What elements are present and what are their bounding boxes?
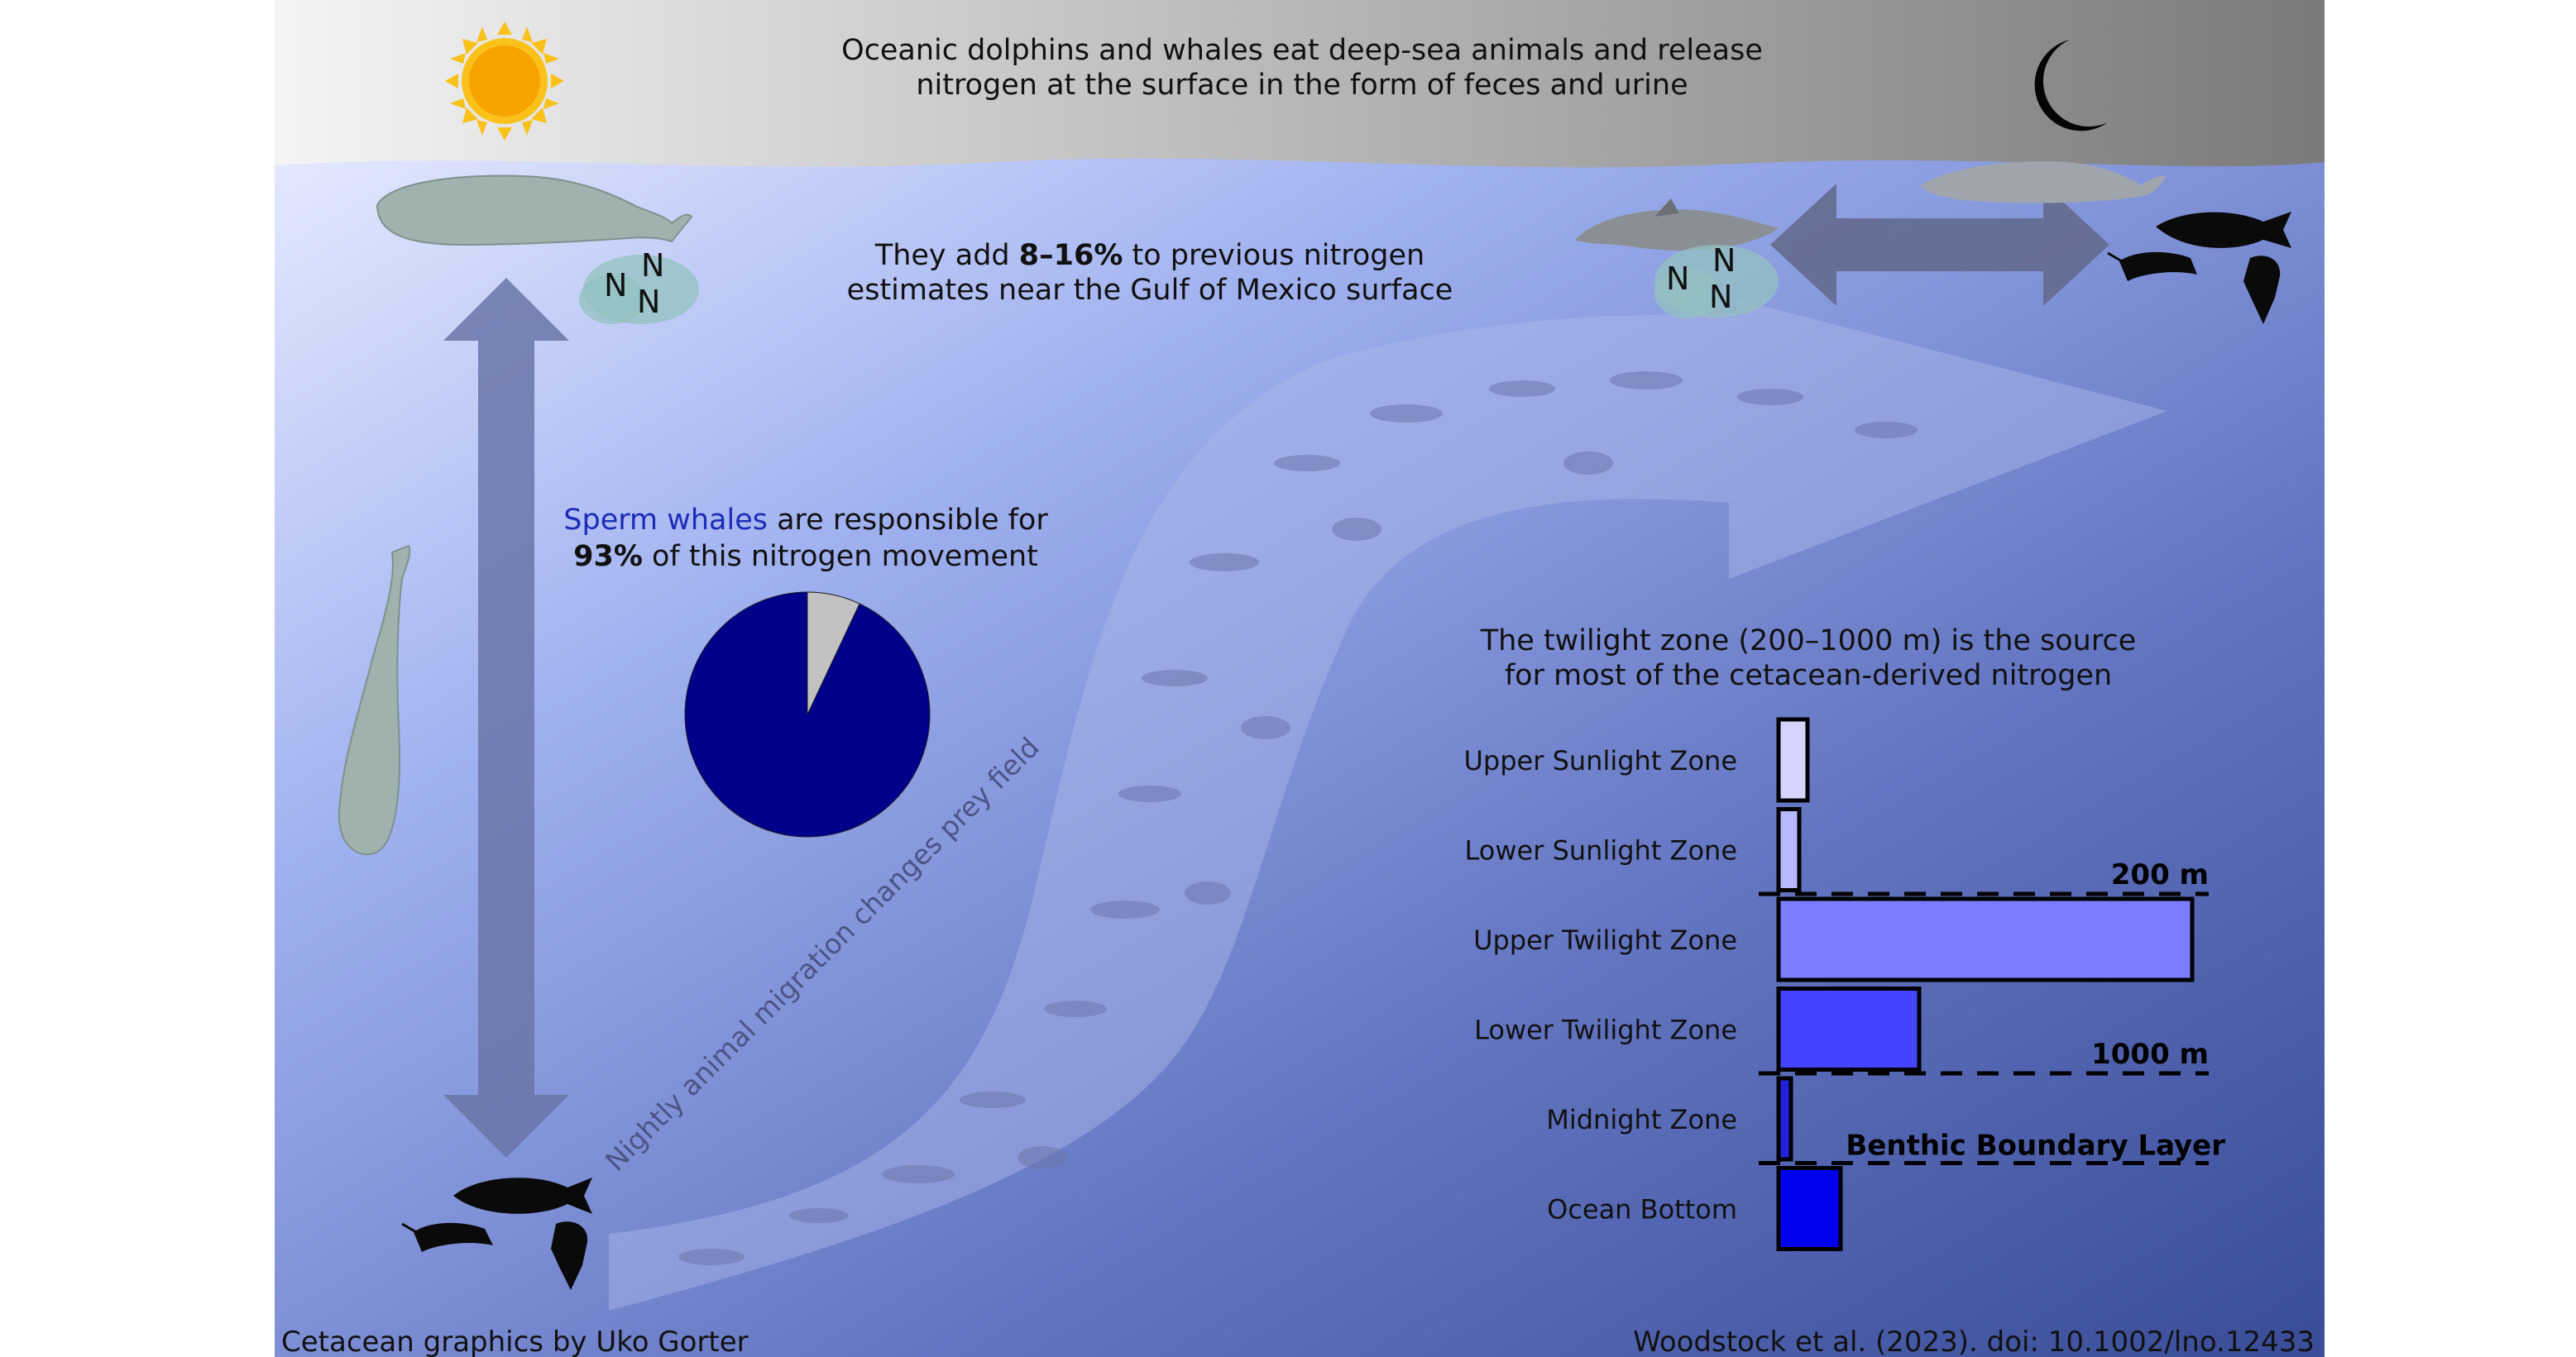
header-line-2: nitrogen at the surface in the form of f… — [916, 69, 1688, 102]
zone-label: Lower Sunlight Zone — [1465, 835, 1737, 867]
zone-bar — [1776, 896, 2195, 982]
depth-boundary-label: 1000 m — [2091, 1038, 2209, 1071]
small-whale — [1921, 161, 2166, 203]
prey-silhouettes-bottom — [401, 1178, 592, 1290]
header-line-1: Oceanic dolphins and whales eat deep-sea… — [841, 34, 1763, 67]
sperm-whale-surface — [376, 174, 693, 246]
sun-icon — [445, 22, 564, 141]
twilight-title-line-1: The twilight zone (200–1000 m) is the so… — [1480, 624, 2137, 657]
migration-band — [609, 299, 2167, 1311]
zone-label: Upper Twilight Zone — [1473, 925, 1737, 956]
footer-credit: Cetacean graphics by Uko Gorter — [281, 1326, 749, 1357]
zone-label: Ocean Bottom — [1547, 1194, 1737, 1226]
zone-bar — [1776, 717, 1810, 803]
nitrogen-n-label: N — [604, 267, 627, 303]
pie-slice-other-cetaceans — [807, 591, 860, 715]
zone-label: Upper Sunlight Zone — [1464, 745, 1738, 776]
nitrogen-n-label: N — [1666, 260, 1689, 297]
nitrogen-n-label: N — [641, 247, 664, 284]
nitrogen-n-label: N — [637, 284, 660, 320]
prey-silhouettes-top — [2107, 212, 2291, 324]
nitrogen-stat-line-2: estimates near the Gulf of Mexico surfac… — [847, 274, 1453, 307]
sperm-whale-diving — [338, 544, 411, 856]
sperm-whale-stat-line-1: Sperm whales are responsible for — [563, 504, 1048, 537]
nitrogen-cloud-dolphin: N N N — [1654, 242, 1779, 318]
nitrogen-cloud-whale: N N N — [579, 247, 699, 324]
zone-bar — [1776, 807, 1802, 892]
sperm-whale-dive-arrow — [443, 278, 569, 1158]
ocean-zone-bar-chart: Upper Sunlight Zone Lower Sunlight Zone Up… — [1464, 717, 2225, 1251]
zone-bar — [1776, 987, 1922, 1072]
zone-label: Midnight Zone — [1546, 1104, 1737, 1135]
nitrogen-n-label: N — [1712, 242, 1736, 279]
zone-bar — [1776, 1166, 1843, 1251]
nitrogen-n-label: N — [1709, 279, 1732, 315]
twilight-title-line-2: for most of the cetacean-derived nitroge… — [1505, 659, 2112, 692]
footer-citation: Woodstock et al. (2023). doi: 10.1002/ln… — [1633, 1326, 2315, 1357]
sperm-whale-pie-chart — [684, 591, 931, 838]
dolphin — [1575, 198, 1779, 251]
sky-band — [275, 0, 2325, 174]
sperm-whale-stat-line-2: 93% of this nitrogen movement — [573, 540, 1038, 573]
depth-boundary-label: Benthic Boundary Layer — [1846, 1130, 2225, 1163]
zone-label: Lower Twilight Zone — [1474, 1015, 1737, 1046]
zone-bar — [1776, 1076, 1793, 1162]
ocean-body — [275, 158, 2325, 1357]
migration-animal-silhouettes — [678, 371, 1918, 1265]
nitrogen-stat-line-1: They add 8–16% to previous nitrogen — [874, 239, 1424, 272]
depth-boundary-label: 200 m — [2111, 858, 2209, 891]
dolphin-foraging-arrow — [1770, 184, 2109, 306]
